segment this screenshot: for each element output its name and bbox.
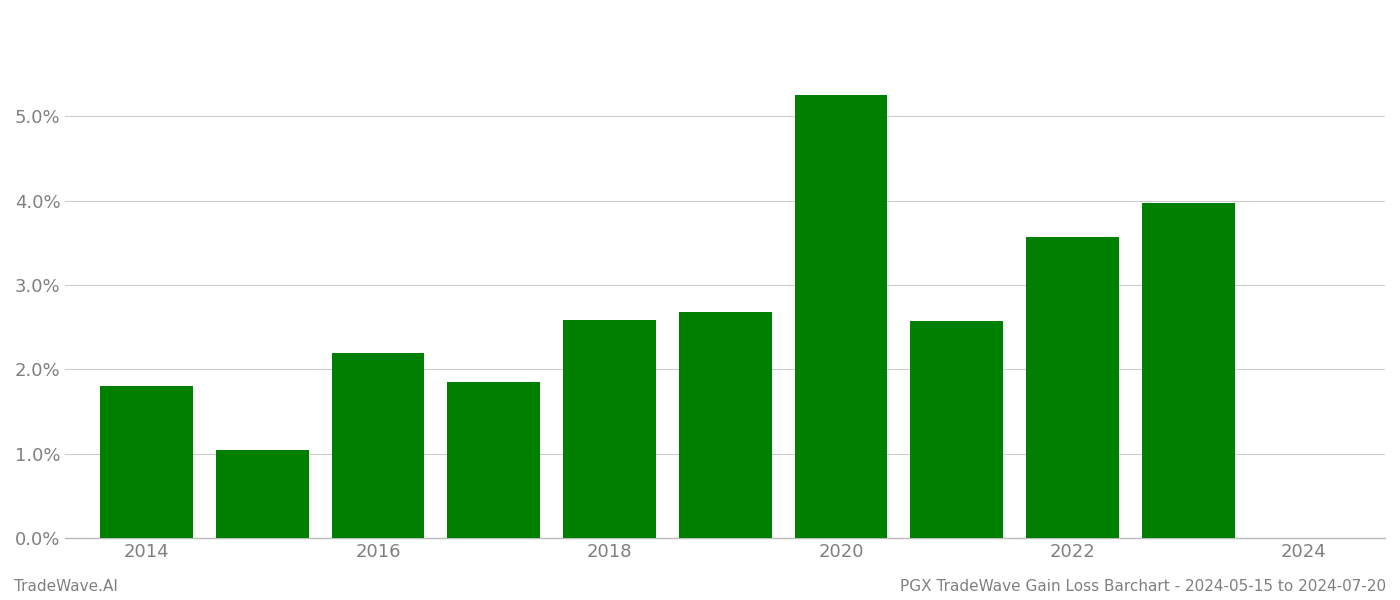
Text: TradeWave.AI: TradeWave.AI [14,579,118,594]
Bar [332,353,424,538]
Bar [795,95,888,538]
Bar [448,382,540,538]
Bar [1142,203,1235,538]
Bar [1026,237,1119,538]
Bar [563,320,655,538]
Bar [101,386,193,538]
Bar [216,449,308,538]
Bar [910,321,1002,538]
Text: PGX TradeWave Gain Loss Barchart - 2024-05-15 to 2024-07-20: PGX TradeWave Gain Loss Barchart - 2024-… [900,579,1386,594]
Bar [679,312,771,538]
